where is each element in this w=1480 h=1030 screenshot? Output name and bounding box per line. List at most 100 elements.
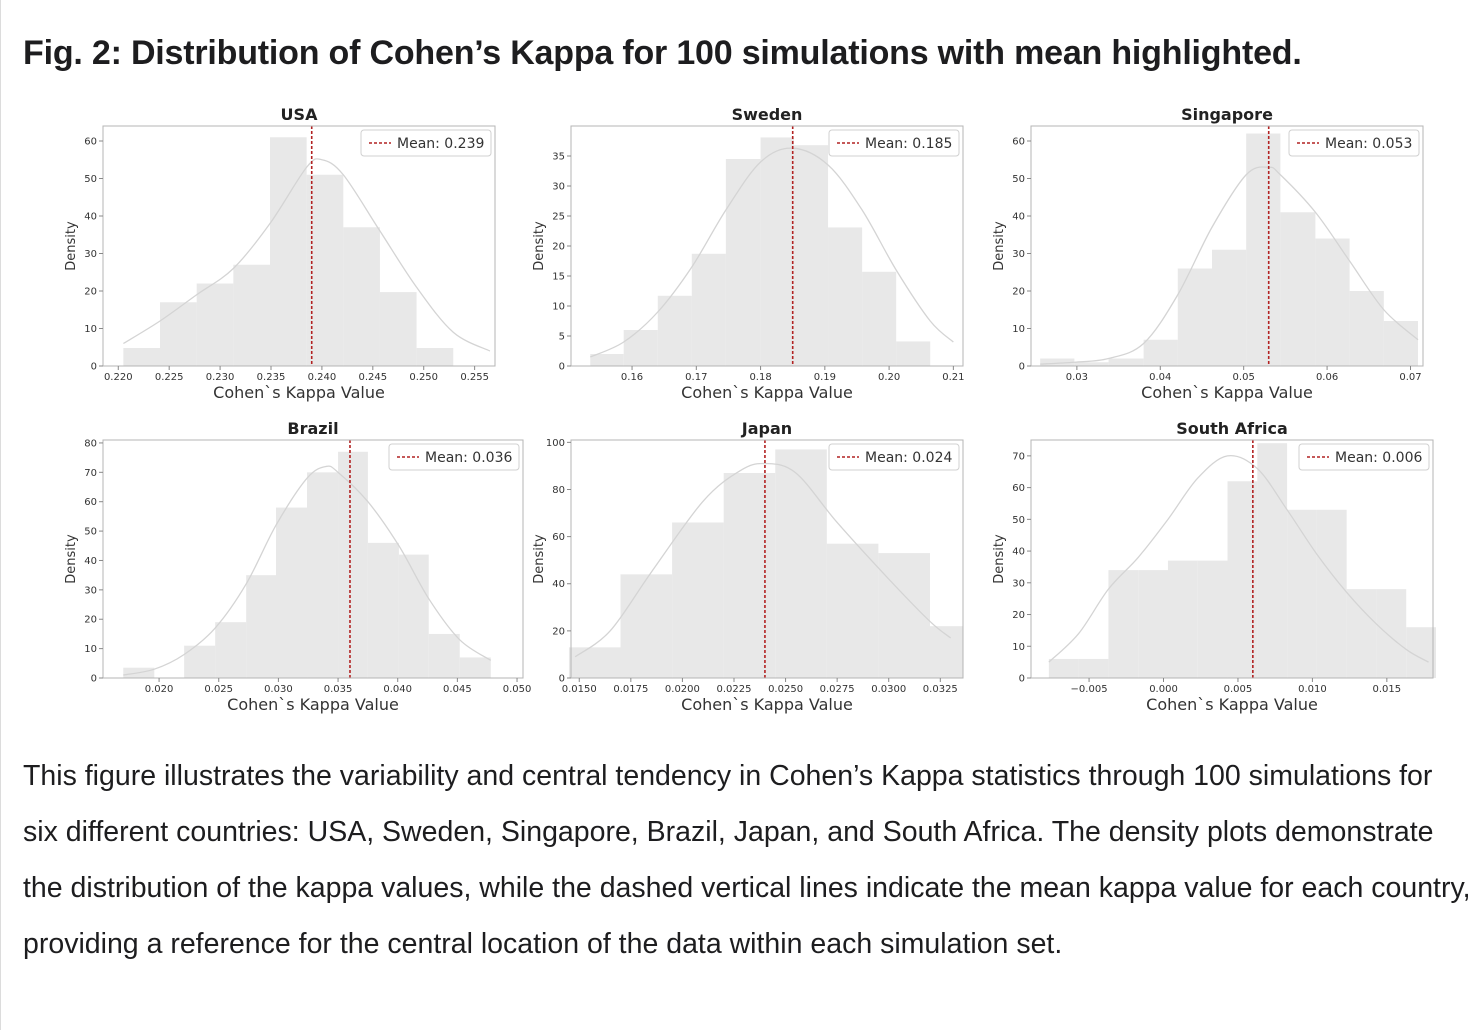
y-axis-label: Density bbox=[992, 221, 1007, 271]
y-tick-label: 20 bbox=[84, 287, 97, 298]
x-tick-label: 0.230 bbox=[206, 372, 235, 383]
histogram-bar bbox=[826, 543, 879, 678]
histogram-bar bbox=[896, 341, 931, 366]
histogram-bar bbox=[1138, 570, 1168, 678]
histogram-bar bbox=[398, 554, 429, 678]
legend-label: Mean: 0.185 bbox=[865, 136, 952, 152]
histogram-bar bbox=[691, 253, 726, 366]
x-tick-label: 0.030 bbox=[264, 684, 293, 695]
histogram-bar bbox=[1257, 443, 1288, 678]
y-tick-label: 40 bbox=[1012, 212, 1025, 223]
x-tick-label: 0.0150 bbox=[562, 684, 597, 695]
y-axis-label: Density bbox=[64, 534, 79, 584]
panel-brazil: 0 10 20 30 40 50 60 70 80 0.020 0.025 0.030 0.035 0.0… bbox=[64, 419, 531, 714]
x-tick-label: 0.19 bbox=[814, 372, 836, 383]
histogram-bar bbox=[367, 542, 399, 678]
histogram-bar bbox=[416, 348, 454, 366]
y-tick-label: 30 bbox=[84, 585, 97, 596]
histogram-bar bbox=[793, 145, 829, 366]
histogram-bar bbox=[760, 137, 794, 366]
histogram-bar bbox=[215, 622, 247, 678]
y-tick-label: 30 bbox=[1012, 578, 1025, 589]
x-tick-label: 0.05 bbox=[1233, 372, 1255, 383]
x-tick-label: 0.0325 bbox=[923, 684, 958, 695]
figure-panels: 0 10 20 30 40 50 60 0.220 0.225 0.230 0.235 0.240 0.… bbox=[41, 96, 1461, 726]
x-axis-label: Cohen`s Kappa Value bbox=[213, 383, 385, 402]
x-tick-label: 0.025 bbox=[204, 684, 233, 695]
x-tick-label: 0.000 bbox=[1149, 684, 1178, 695]
plot-frame bbox=[1030, 125, 1424, 367]
histogram-bar bbox=[1246, 133, 1281, 366]
histogram-bar bbox=[1211, 249, 1247, 366]
x-axis-label: Cohen`s Kappa Value bbox=[1141, 383, 1313, 402]
y-tick-label: 50 bbox=[84, 527, 97, 538]
legend-label: Mean: 0.024 bbox=[865, 450, 952, 466]
x-tick-label: 0.240 bbox=[308, 372, 337, 383]
panel-title: Sweden bbox=[732, 105, 803, 124]
panel-singapore: 0 10 20 30 40 50 60 0.03 0.04 0.05 0.06 0.07 Singapo… bbox=[992, 105, 1424, 402]
y-tick-label: 0 bbox=[1019, 362, 1025, 373]
y-tick-label: 80 bbox=[84, 438, 97, 449]
legend-label: Mean: 0.239 bbox=[397, 136, 484, 152]
x-tick-label: 0.03 bbox=[1066, 372, 1088, 383]
histogram-bar bbox=[623, 330, 658, 366]
x-tick-label: 0.010 bbox=[1298, 684, 1327, 695]
histogram-bar bbox=[1280, 212, 1316, 366]
x-tick-label: 0.16 bbox=[621, 372, 643, 383]
density-curve bbox=[123, 158, 491, 352]
y-tick-label: 20 bbox=[552, 626, 565, 637]
x-tick-label: 0.015 bbox=[1373, 684, 1402, 695]
panel-title: Singapore bbox=[1181, 105, 1273, 124]
y-tick-label: 30 bbox=[552, 182, 565, 193]
histogram-bar bbox=[1316, 509, 1347, 678]
plot-frame bbox=[102, 125, 496, 367]
y-tick-label: 60 bbox=[84, 137, 97, 148]
plot-frame bbox=[570, 439, 964, 679]
y-tick-label: 40 bbox=[552, 579, 565, 590]
y-tick-label: 10 bbox=[84, 324, 97, 335]
y-tick-label: 50 bbox=[1012, 174, 1025, 185]
histogram-bar bbox=[1197, 560, 1228, 678]
x-tick-label: 0.18 bbox=[749, 372, 771, 383]
y-tick-label: 5 bbox=[559, 332, 565, 343]
histogram-bar bbox=[723, 472, 776, 678]
y-tick-label: 80 bbox=[552, 485, 565, 496]
plot-frame bbox=[102, 439, 524, 679]
legend-label: Mean: 0.053 bbox=[1325, 136, 1412, 152]
y-tick-label: 25 bbox=[552, 212, 565, 223]
x-tick-label: 0.045 bbox=[443, 684, 472, 695]
plot-frame bbox=[1030, 439, 1434, 679]
histogram-bar bbox=[160, 302, 197, 366]
y-tick-label: 0 bbox=[559, 362, 565, 373]
y-axis-label: Density bbox=[532, 221, 547, 271]
histogram-bar bbox=[672, 522, 724, 678]
x-tick-label: 0.235 bbox=[257, 372, 286, 383]
y-tick-label: 20 bbox=[1012, 287, 1025, 298]
histogram-bar bbox=[1315, 238, 1350, 366]
y-tick-label: 35 bbox=[552, 152, 565, 163]
y-tick-label: 15 bbox=[552, 272, 565, 283]
legend-box bbox=[360, 129, 492, 157]
y-tick-label: 30 bbox=[84, 249, 97, 260]
x-tick-label: 0.20 bbox=[878, 372, 900, 383]
histogram-bar bbox=[276, 507, 308, 678]
y-tick-label: 0 bbox=[91, 362, 97, 373]
x-tick-label: 0.0225 bbox=[716, 684, 751, 695]
histogram-bar bbox=[620, 574, 673, 678]
histogram-bar bbox=[1346, 589, 1377, 678]
legend-box bbox=[1298, 443, 1430, 471]
density-curve bbox=[1048, 454, 1429, 663]
x-tick-label: 0.0250 bbox=[768, 684, 803, 695]
legend-label: Mean: 0.036 bbox=[425, 450, 512, 466]
histogram-bar bbox=[590, 354, 624, 366]
histogram-bar bbox=[246, 575, 277, 678]
histogram-bar bbox=[379, 292, 417, 366]
histogram-bar bbox=[343, 227, 380, 366]
y-tick-label: 60 bbox=[552, 532, 565, 543]
y-tick-label: 60 bbox=[1012, 137, 1025, 148]
histogram-bar bbox=[428, 633, 460, 678]
x-tick-label: 0.220 bbox=[104, 372, 133, 383]
x-tick-label: 0.0275 bbox=[820, 684, 855, 695]
density-curve bbox=[1040, 166, 1419, 365]
panel-japan: 0 20 40 60 80 100 0.0150 0.0175 0.0200 0.0225 0.02… bbox=[532, 419, 964, 714]
